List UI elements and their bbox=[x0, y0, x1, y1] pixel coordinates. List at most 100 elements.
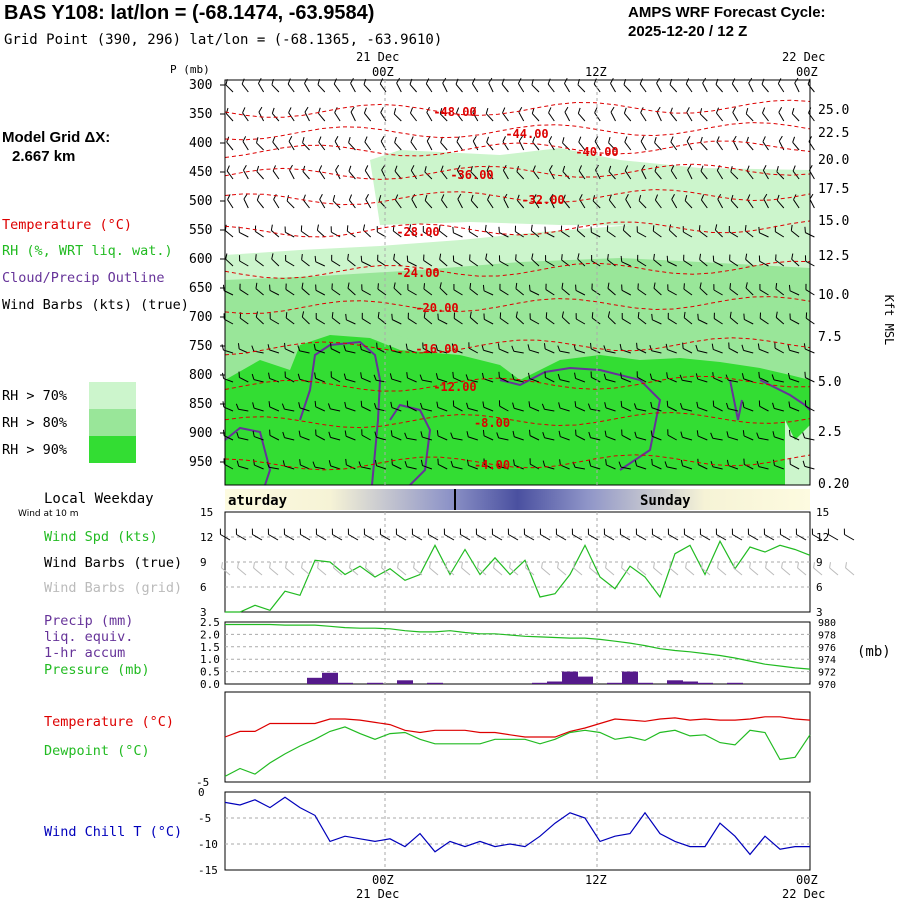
barb-staff bbox=[498, 437, 509, 441]
precip-bar bbox=[427, 682, 443, 684]
barb-flag bbox=[667, 429, 669, 436]
barb-flag bbox=[437, 458, 439, 465]
barb-staff bbox=[315, 349, 325, 354]
barb-flag bbox=[379, 78, 384, 85]
barb-flag bbox=[759, 312, 762, 319]
wind-speed-right-tick: 12 bbox=[816, 531, 829, 544]
barb-flag bbox=[469, 254, 471, 261]
barb-flag bbox=[620, 255, 623, 262]
barb-staff bbox=[301, 567, 311, 576]
barb-staff bbox=[575, 435, 586, 441]
wind-barb bbox=[771, 374, 784, 383]
barb-flag bbox=[712, 400, 715, 407]
wind-speed-tick: 12 bbox=[200, 531, 213, 544]
wind-barbs-true-legend: Wind Barbs (true) bbox=[44, 555, 183, 571]
wind-barb bbox=[498, 255, 509, 267]
barb-flag bbox=[439, 282, 442, 289]
barb-staff bbox=[743, 349, 754, 354]
weekday-saturday: aturday bbox=[228, 493, 288, 509]
barb-flag bbox=[558, 430, 561, 437]
wind-barb bbox=[482, 284, 494, 296]
kft-tick: 7.5 bbox=[818, 330, 841, 345]
barb-staff bbox=[715, 229, 723, 238]
barb-staff bbox=[498, 348, 509, 354]
barb-staff bbox=[621, 289, 632, 296]
barb-staff bbox=[254, 464, 264, 470]
barb-staff bbox=[498, 465, 509, 470]
barb-flag bbox=[575, 313, 577, 320]
wind-barb bbox=[772, 402, 784, 412]
barb-staff bbox=[315, 434, 326, 441]
wind-barb bbox=[790, 224, 800, 238]
wind-barb bbox=[438, 224, 448, 238]
wind-barb bbox=[515, 282, 525, 296]
barb-flag bbox=[697, 313, 699, 320]
barb-staff bbox=[315, 318, 326, 325]
barb-staff bbox=[376, 436, 387, 441]
barb-staff bbox=[716, 170, 724, 180]
barb-flag bbox=[466, 459, 469, 466]
barb-flag bbox=[746, 136, 749, 143]
barb-flag bbox=[671, 193, 675, 200]
barb-flag bbox=[656, 77, 660, 84]
barb-staff bbox=[651, 435, 662, 441]
wind-barb bbox=[590, 226, 601, 238]
barb-flag bbox=[286, 195, 290, 202]
barb-staff bbox=[242, 141, 249, 151]
wind-barb bbox=[682, 342, 693, 354]
barb-flag bbox=[731, 78, 736, 84]
barb-staff bbox=[667, 289, 677, 296]
barb-flag bbox=[317, 562, 319, 569]
temp-contour bbox=[224, 260, 811, 279]
barb-staff bbox=[748, 82, 754, 93]
barb-staff bbox=[777, 83, 785, 93]
barb-staff bbox=[713, 348, 723, 354]
barb-flag bbox=[470, 194, 474, 201]
barb-flag bbox=[772, 459, 775, 466]
barb-flag bbox=[578, 165, 582, 172]
barb-flag bbox=[404, 432, 408, 439]
wind-barb bbox=[482, 401, 494, 412]
wind-barb bbox=[620, 400, 632, 412]
barb-staff bbox=[379, 83, 387, 93]
precip-tick: 2.5 bbox=[200, 616, 220, 629]
wind-barb bbox=[587, 403, 601, 412]
barb-flag bbox=[227, 194, 231, 200]
barb-flag bbox=[742, 430, 745, 436]
barb-staff bbox=[591, 376, 601, 383]
barb-staff bbox=[409, 229, 417, 238]
barb-flag bbox=[301, 253, 303, 260]
barb-staff bbox=[241, 83, 249, 93]
wind-barb bbox=[497, 343, 509, 354]
barb-flag bbox=[408, 224, 412, 231]
barb-flag bbox=[424, 166, 427, 173]
barb-staff bbox=[391, 435, 402, 441]
barb-staff bbox=[701, 567, 711, 576]
wind-barb bbox=[408, 224, 417, 238]
barb-flag bbox=[223, 313, 225, 320]
pressure-tick: 800 bbox=[189, 368, 212, 383]
barb-flag bbox=[747, 194, 751, 201]
barb-staff bbox=[698, 464, 708, 470]
barb-flag bbox=[390, 401, 393, 408]
temp-contour bbox=[224, 99, 811, 118]
barb-staff bbox=[781, 567, 791, 576]
wind-barb bbox=[653, 253, 662, 267]
barb-flag bbox=[335, 164, 340, 171]
barb-flag bbox=[591, 283, 593, 290]
precip-panel-frame bbox=[224, 621, 811, 685]
barb-staff bbox=[668, 534, 679, 541]
wind-barb bbox=[636, 226, 647, 238]
barb-staff bbox=[682, 348, 693, 354]
barb-flag bbox=[503, 193, 508, 200]
wind-barb bbox=[625, 194, 632, 209]
barb-staff bbox=[315, 261, 326, 267]
barb-flag bbox=[380, 135, 385, 142]
barb-staff bbox=[732, 140, 739, 151]
temp-tick: -5 bbox=[196, 776, 209, 789]
barb-staff bbox=[394, 170, 402, 180]
barb-flag bbox=[374, 459, 378, 466]
surface-wind-barb bbox=[411, 528, 423, 541]
legend-rh70-swatch bbox=[89, 382, 136, 409]
surface-wind-barb bbox=[507, 528, 519, 541]
